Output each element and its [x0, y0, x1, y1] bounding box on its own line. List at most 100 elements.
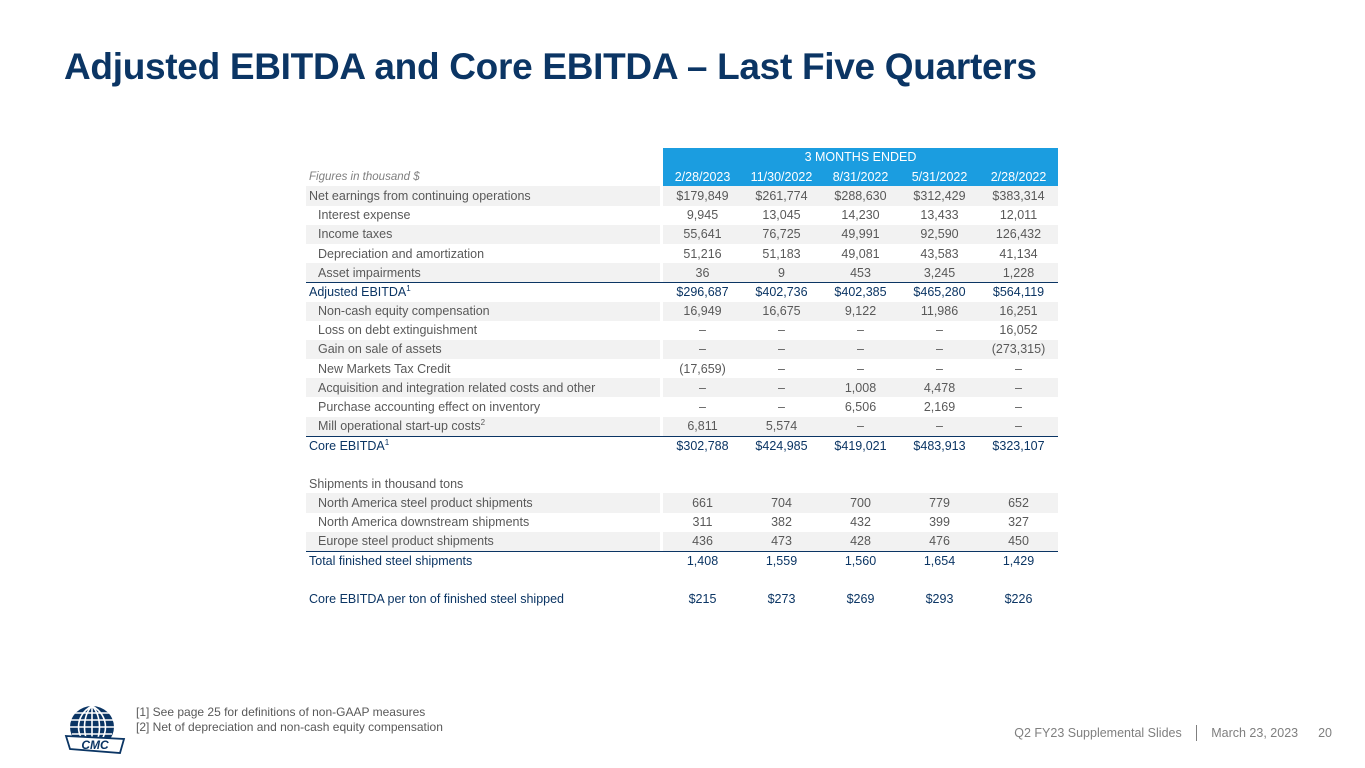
table-cell: – [857, 419, 864, 434]
table-cell: $402,385 [834, 285, 887, 300]
row-label: New Markets Tax Credit [306, 362, 660, 376]
table-row: Interest expense 9,945 13,045 14,230 13,433 1… [306, 206, 1058, 225]
table-cell: – [699, 323, 706, 338]
table-cell: 55,641 [683, 227, 722, 242]
row-label-text: North America downstream shipments [318, 515, 530, 530]
table-cell: 13,045 [762, 208, 801, 223]
table-row: Gain on sale of assets – – – – (273,315) [306, 339, 1058, 360]
footnote-marker: 1 [406, 285, 411, 294]
row-label: Interest expense [306, 208, 660, 222]
row-label-text: Non-cash equity compensation [318, 304, 490, 319]
table-cell: $179,849 [676, 188, 729, 203]
deck-date: March 23, 2023 [1211, 726, 1299, 740]
table-cell: $419,021 [834, 438, 887, 453]
table-cell: 16,949 [683, 304, 722, 319]
table-cell: 432 [850, 515, 871, 530]
table-cell: $288,630 [834, 188, 887, 203]
table-cell: 4,478 [923, 380, 956, 395]
table-cell: – [699, 400, 706, 415]
row-label: Income taxes [306, 227, 660, 242]
table-cell: – [1015, 361, 1022, 376]
table-cell: 476 [929, 534, 950, 549]
table-cell: 453 [850, 265, 871, 280]
row-label: North America downstream shipments [306, 515, 660, 529]
row-label: Core EBITDA1 [306, 439, 660, 453]
table-cell: 6,811 [687, 419, 718, 434]
table-row: Loss on debt extinguishment – – – – 16,052 [306, 321, 1058, 340]
table-cell: 16,052 [999, 323, 1038, 338]
table-cell: 652 [1008, 495, 1029, 510]
table-row: Adjusted EBITDA1 $296,687 $402,736 $402,385… [306, 282, 1058, 301]
row-label-text: New Markets Tax Credit [318, 361, 451, 376]
table-cell: $269 [846, 591, 875, 606]
logo-text: CMC [81, 738, 109, 752]
table-row: Purchase accounting effect on inventory –… [306, 397, 1058, 416]
row-label: Net earnings from continuing operations [306, 188, 660, 203]
table-cell: $465,280 [913, 285, 966, 300]
table-row: Core EBITDA per ton of finished steel sh… [306, 589, 1058, 608]
row-label: Total finished steel shipments [306, 554, 660, 568]
table-cell: 311 [692, 515, 713, 530]
row-label: Loss on debt extinguishment [306, 323, 660, 337]
table-cell: $383,314 [992, 188, 1045, 203]
row-label: North America steel product shipments [306, 495, 660, 510]
table-cell: 2,169 [923, 400, 956, 415]
column-header: 2/28/2022 [990, 169, 1047, 184]
table-cell: 779 [929, 495, 950, 510]
column-header: 11/30/2022 [750, 169, 813, 184]
column-header: 5/31/2022 [911, 169, 968, 184]
figures-unit-label: Figures in thousand $ [309, 170, 420, 183]
table-cell: 700 [850, 495, 871, 510]
table-cell: 43,583 [920, 246, 959, 261]
table-row: North America downstream shipments 311 382… [306, 513, 1058, 532]
table-cell: 428 [850, 534, 871, 549]
table-cell: 12,011 [999, 208, 1038, 223]
table-cell: $323,107 [992, 438, 1045, 453]
table-row: Non-cash equity compensation 16,949 16,675… [306, 301, 1058, 321]
table-cell: 9,945 [686, 208, 719, 223]
row-label-text: Core EBITDA per ton of finished steel sh… [309, 591, 565, 606]
row-label: Asset impairments [306, 265, 660, 280]
slide-footer: Q2 FY23 Supplemental Slides March 23, 20… [1014, 725, 1332, 741]
table-cell: 76,725 [762, 227, 801, 242]
section-header-row: Shipments in thousand tons [306, 474, 1058, 493]
table-cell: 1,560 [844, 554, 877, 569]
page-number: 20 [1318, 726, 1332, 740]
row-label-text: Asset impairments [318, 265, 421, 280]
row-label-text: Loss on debt extinguishment [318, 323, 478, 338]
row-label-text: Adjusted EBITDA [309, 285, 407, 300]
table-cell: – [857, 323, 864, 338]
table-cell: – [778, 342, 785, 357]
table-cell: $483,913 [913, 438, 966, 453]
table-row: New Markets Tax Credit (17,659) – – – – [306, 359, 1058, 378]
table-cell: 49,081 [841, 246, 880, 261]
table-cell: – [699, 342, 706, 357]
table-cell: 9 [778, 265, 785, 280]
table-row: Europe steel product shipments 436 473 428 4… [306, 531, 1058, 551]
footnote: [1] See page 25 for definitions of non-G… [136, 705, 426, 719]
table-cell: – [778, 361, 785, 376]
table-cell: 704 [771, 495, 792, 510]
table-cell: $402,736 [755, 285, 808, 300]
table-cell: – [857, 342, 864, 357]
row-label: Mill operational start-up costs2 [306, 419, 660, 434]
table-cell: 1,408 [686, 554, 719, 569]
footnote-marker: 1 [384, 438, 390, 447]
financial-table: 3 MONTHS ENDED Figures in thousand $ 2/2… [306, 148, 1058, 609]
footnotes: [1] See page 25 for definitions of non-G… [136, 705, 443, 735]
footer-divider [1195, 725, 1198, 741]
table-row: Acquisition and integration related cost… [306, 378, 1058, 398]
row-label: Europe steel product shipments [306, 534, 660, 549]
table-period-header-row: 3 MONTHS ENDED [306, 148, 1058, 168]
table-cell: – [778, 323, 785, 338]
table-cell: $302,788 [676, 438, 729, 453]
table-cell: $226 [1004, 591, 1033, 606]
row-label-text: Interest expense [318, 208, 411, 223]
row-label: Non-cash equity compensation [306, 304, 660, 319]
table-cell: 473 [771, 534, 792, 549]
table-row: North America steel product shipments 661… [306, 493, 1058, 513]
table-cell: (17,659) [679, 361, 726, 376]
row-label-text: Shipments in thousand tons [309, 476, 464, 491]
table-cell: $424,985 [755, 438, 808, 453]
table-cell: 436 [692, 534, 713, 549]
